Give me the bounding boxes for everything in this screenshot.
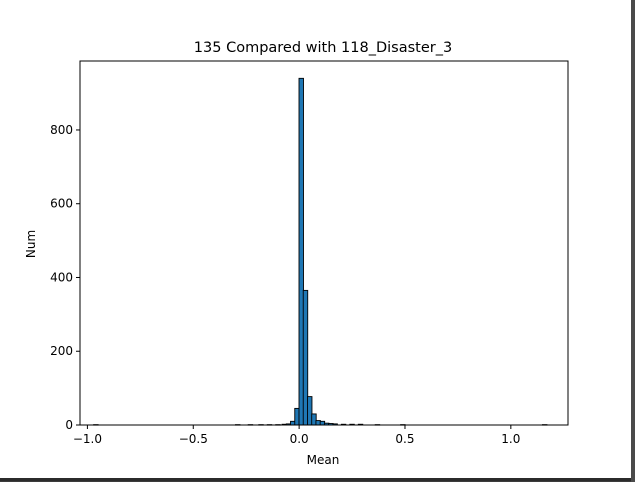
- y-tick-label: 400: [50, 270, 73, 284]
- y-tick-label: 800: [50, 123, 73, 137]
- x-tick-label: −1.0: [73, 432, 102, 446]
- x-tick-label: −0.5: [179, 432, 208, 446]
- y-tick-label: 600: [50, 197, 73, 211]
- x-axis: −1.0 −0.5 0.0 0.5 1.0: [73, 425, 520, 446]
- y-tick-label: 200: [50, 344, 73, 358]
- y-axis-label: Num: [24, 230, 38, 258]
- x-axis-label: Mean: [307, 453, 340, 467]
- x-tick-label: 0.5: [395, 432, 414, 446]
- plot-frame: [79, 60, 569, 426]
- y-axis: 0 200 400 600 800: [50, 123, 80, 432]
- chart-title: 135 Compared with 118_Disaster_3: [194, 40, 452, 56]
- y-tick-label: 0: [65, 418, 73, 432]
- x-tick-label: 0.0: [290, 432, 309, 446]
- window-edge: [631, 0, 635, 482]
- x-tick-label: 1.0: [501, 432, 520, 446]
- bars-group: [93, 77, 548, 426]
